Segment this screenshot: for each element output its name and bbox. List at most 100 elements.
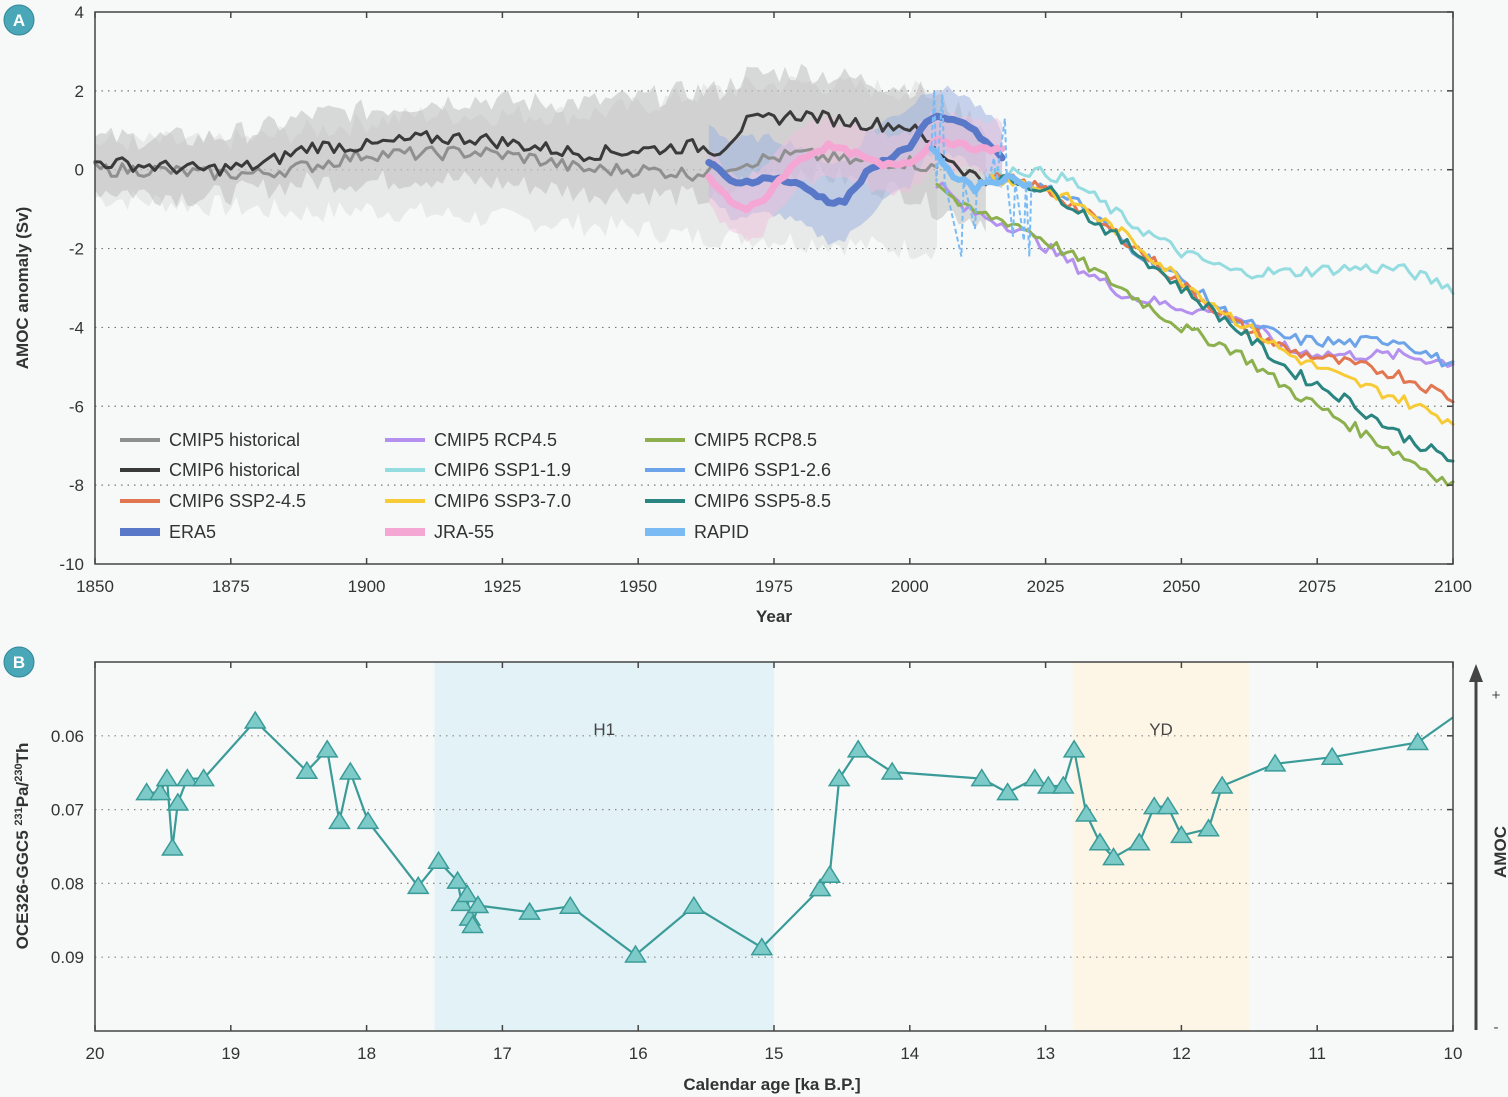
series-cmip6-ssp3-7-0	[989, 173, 1455, 426]
data-point-triangle	[338, 761, 362, 780]
series-cmip6-historical	[93, 109, 988, 187]
panel-b-series	[135, 710, 1454, 963]
series-cmip5-historical	[93, 145, 939, 182]
y-tick-label: 0	[75, 161, 84, 180]
x-tick-label: 2025	[1027, 577, 1065, 596]
data-point-triangle	[624, 944, 647, 963]
data-point-triangle	[1197, 818, 1220, 837]
data-point-triangle	[1051, 775, 1075, 794]
series-cmip6-ssp1-1-9	[989, 165, 1455, 295]
legend-item-cmip6-ssp2-4-5: CMIP6 SSP2-4.5	[120, 491, 306, 511]
legend-label: CMIP6 SSP2-4.5	[169, 491, 306, 511]
data-point-triangle	[243, 710, 267, 729]
y-tick-label: 0.09	[51, 948, 84, 967]
y-title-pa: Pa/	[13, 781, 32, 807]
x-tick-label: 17	[493, 1044, 512, 1063]
legend-label: CMIP5 historical	[169, 430, 300, 450]
x-tick-label: 12	[1172, 1044, 1191, 1063]
y-tick-label: 2	[75, 82, 84, 101]
legend-item-cmip6-ssp1-2-6: CMIP6 SSP1-2.6	[645, 460, 831, 480]
panel-b-badge-label: B	[13, 653, 25, 672]
legend-label: CMIP6 SSP5-8.5	[694, 491, 831, 511]
series-rapid-monthly-dashed	[930, 90, 1033, 257]
x-tick-label: 15	[765, 1044, 784, 1063]
x-tick-label: 2050	[1162, 577, 1200, 596]
x-tick-label: 16	[629, 1044, 648, 1063]
panel-b-x-axis-title: Calendar age [ka B.P.]	[683, 1075, 860, 1094]
legend-item-cmip6-historical: CMIP6 historical	[120, 460, 300, 480]
x-tick-label: 1950	[619, 577, 657, 596]
panel-a-badge-label: A	[13, 11, 25, 30]
panel-a-y-axis-title: AMOC anomaly (Sv)	[13, 207, 32, 369]
series-cmip5-rcp8-5	[935, 182, 1455, 487]
panel-b: B H1 YD 0.06 0.07 0.08 0.09 20 19 18 17 16 15 14 13…	[3, 646, 1508, 1094]
data-point-triangle	[808, 878, 832, 897]
data-point-triangle	[970, 768, 994, 787]
legend-item-cmip6-ssp1-1-9: CMIP6 SSP1-1.9	[385, 460, 571, 480]
panel-a-y-ticks: 4 2 0 -2 -4 -6 -8 -10	[59, 3, 1453, 574]
legend-item-cmip5-rcp4-5: CMIP5 RCP4.5	[385, 430, 557, 450]
event-band-h1	[434, 662, 774, 1031]
data-point-triangle	[135, 782, 158, 801]
data-point-triangle	[827, 768, 851, 787]
legend-item-jra-55: JRA-55	[385, 522, 494, 542]
x-tick-label: 1850	[76, 577, 114, 596]
data-point-triangle	[406, 875, 430, 895]
data-point-triangle	[466, 895, 490, 914]
panel-b-y-axis-title: OCE326-GGC5 231Pa/230Th	[13, 743, 32, 950]
y-tick-label: 4	[75, 3, 84, 22]
panel-b-grid	[95, 735, 1453, 958]
series-cmip6-ssp5-8-5	[989, 173, 1455, 463]
data-point-triangle	[446, 870, 469, 889]
series-jra-55	[705, 136, 1006, 214]
data-point-triangle	[166, 792, 190, 811]
data-point-triangle	[356, 810, 380, 830]
y-tick-label: -10	[59, 555, 84, 574]
data-point-triangle	[1142, 796, 1166, 815]
event-band-label-yd: YD	[1149, 720, 1173, 739]
proxy-series-line	[146, 716, 1454, 957]
legend-item-cmip6-ssp3-7-0: CMIP6 SSP3-7.0	[385, 491, 571, 511]
legend-item-cmip6-ssp5-8-5: CMIP6 SSP5-8.5	[645, 491, 831, 511]
panel-b-event-bands: H1 YD	[434, 662, 1250, 1031]
x-tick-label: 10	[1444, 1044, 1463, 1063]
data-point-triangle	[558, 895, 582, 915]
data-point-triangle	[315, 739, 339, 758]
legend-item-cmip5-historical: CMIP5 historical	[120, 430, 300, 450]
data-point-triangle	[155, 768, 179, 787]
series-rapid	[928, 145, 1033, 195]
x-tick-label: 1875	[212, 577, 250, 596]
amoc-label: AMOC	[1491, 826, 1508, 878]
data-point-triangle	[328, 810, 351, 830]
legend-label: ERA5	[169, 522, 216, 542]
data-point-triangle	[1127, 832, 1151, 851]
x-tick-label: 13	[1036, 1044, 1055, 1063]
y-tick-label: -2	[69, 240, 84, 259]
legend-label: CMIP5 RCP8.5	[694, 430, 817, 450]
legend-label: RAPID	[694, 522, 749, 542]
data-point-triangle	[148, 782, 172, 801]
data-point-triangle	[1263, 753, 1287, 772]
data-point-triangle	[295, 760, 319, 779]
x-tick-label: 2000	[891, 577, 929, 596]
panel-b-y-ticks: 0.06 0.07 0.08 0.09	[51, 727, 1453, 967]
data-point-triangle	[1036, 775, 1060, 794]
legend-label: CMIP6 SSP1-1.9	[434, 460, 571, 480]
data-point-triangle	[161, 837, 184, 856]
data-point-triangle	[175, 768, 199, 787]
data-point-triangle	[1170, 825, 1193, 844]
legend-item-cmip5-rcp8-5: CMIP5 RCP8.5	[645, 430, 817, 450]
y-tick-label: -4	[69, 318, 84, 337]
data-point-triangle	[192, 768, 215, 787]
data-point-triangle	[1320, 746, 1344, 765]
data-point-triangle	[461, 915, 484, 934]
legend-label: JRA-55	[434, 522, 494, 542]
panel-a-grid	[95, 90, 1453, 486]
y-title-sup-231: 231	[13, 807, 25, 825]
panel-b-x-ticks: 20 19 18 17 16 15 14 13 12 11 10	[86, 662, 1463, 1063]
x-tick-label: 19	[221, 1044, 240, 1063]
x-tick-label: 1975	[755, 577, 793, 596]
data-point-triangle	[682, 895, 706, 915]
series-cmip6-ssp1-2-6	[989, 175, 1455, 368]
